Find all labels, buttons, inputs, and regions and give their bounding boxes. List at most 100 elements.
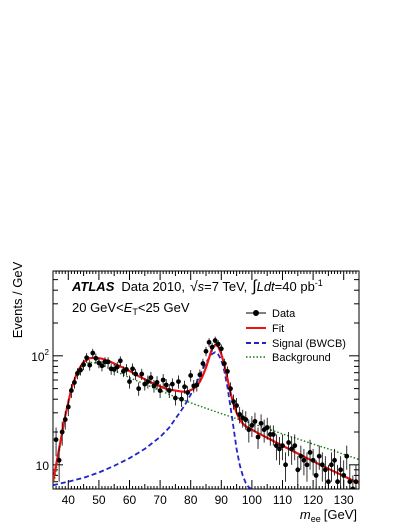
data-point [252, 419, 258, 424]
data-point [332, 457, 337, 463]
data-point [99, 363, 105, 369]
s-label: s [198, 279, 205, 294]
legend-entry-background: Background [246, 352, 331, 364]
data-point [133, 371, 139, 377]
x-tick-label: 40 [62, 493, 76, 507]
x-tick-label: 80 [184, 493, 198, 507]
et-range-label: 20 GeV<ET<25 GeV [72, 300, 190, 317]
data-point [62, 417, 68, 422]
data-point [338, 467, 344, 473]
data-point [231, 399, 236, 405]
data-point [56, 457, 62, 463]
data-point [228, 386, 233, 392]
data-point [326, 479, 331, 485]
sqrt-symbol: √ [190, 278, 198, 294]
data-point [151, 383, 157, 389]
series-signal-bwcb-curve [53, 351, 255, 489]
data-point [304, 462, 310, 468]
y-tick-label: 10 [36, 459, 50, 473]
data-point [234, 403, 240, 408]
energy-label: =7 TeV, [204, 279, 247, 294]
data-point [255, 434, 261, 440]
data-point [270, 432, 276, 437]
data-point [329, 462, 334, 468]
legend-data-marker [253, 310, 259, 316]
data-point [145, 379, 151, 385]
data-point [194, 382, 200, 388]
y-tick-label: 102 [31, 348, 49, 364]
lumi-label: =40 pb [275, 279, 315, 294]
data-point [292, 443, 298, 449]
data-point [90, 350, 96, 356]
et-sub: T [132, 307, 138, 317]
data-point [59, 429, 65, 435]
lumi-exponent: -1 [315, 278, 323, 288]
data-point [200, 361, 206, 366]
data-point [295, 467, 301, 473]
et-range-suffix: <25 GeV [138, 300, 190, 315]
data-point [203, 348, 209, 354]
data-point [225, 368, 230, 374]
data-point [53, 437, 59, 443]
data-point [139, 371, 145, 377]
data-point [243, 417, 249, 422]
data-point [188, 373, 194, 378]
data-point [289, 446, 295, 452]
et-range-prefix: 20 GeV< [72, 300, 124, 315]
data-point [179, 396, 184, 402]
atlas-label: ATLAS [71, 279, 115, 294]
legend-entry-data: Data [246, 308, 296, 320]
x-tick-label: 100 [242, 493, 262, 507]
legend-background-label: Background [272, 352, 331, 364]
legend-data-label: Data [272, 308, 296, 320]
data-point [301, 457, 307, 463]
x-tick-label: 120 [303, 493, 323, 507]
x-tick-label: 50 [92, 493, 106, 507]
data-point [154, 380, 160, 385]
data-point [347, 479, 353, 485]
data-point [322, 467, 328, 473]
x-tick-label: 70 [153, 493, 167, 507]
data-point [185, 390, 191, 395]
data-point [169, 381, 175, 387]
et-var: E [124, 300, 133, 315]
legend: Data Fit Signal (BWCB) Background [246, 308, 346, 364]
data-point [124, 367, 129, 372]
data-point [84, 355, 90, 361]
x-axis-title-sub: ee [311, 514, 321, 524]
data-point [221, 361, 227, 366]
data-point [298, 453, 304, 459]
data-point [176, 379, 181, 385]
data-point [65, 404, 71, 410]
legend-entry-fit: Fit [246, 323, 284, 335]
data-point [78, 367, 83, 373]
ldt-label: Ldt [257, 279, 276, 294]
data-points-layer [53, 336, 359, 489]
data-point [218, 346, 224, 352]
data-point [283, 462, 288, 468]
data-point [136, 386, 142, 392]
x-tick-label: 110 [273, 493, 292, 507]
x-tick-label: 130 [334, 493, 354, 507]
data-point [148, 375, 154, 381]
data-point [68, 388, 74, 393]
data-point [353, 479, 359, 485]
data-year-label: Data 2010, [121, 279, 185, 294]
data-point [310, 457, 316, 463]
data-point [81, 362, 86, 368]
atlas-label-line: ATLAS Data 2010, √s=7 TeV, ∫Ldt=40 pb-1 [71, 278, 323, 295]
data-point [319, 462, 325, 468]
data-point [237, 412, 243, 417]
data-point [341, 472, 347, 478]
data-point [277, 446, 282, 452]
data-point [209, 344, 215, 350]
legend-entry-signal: Signal (BWCB) [246, 338, 346, 350]
data-point [286, 440, 292, 445]
series-background-curve [53, 361, 359, 489]
data-point [87, 362, 93, 368]
data-point [335, 479, 340, 485]
data-point [313, 472, 319, 478]
data-point [173, 395, 178, 401]
data-point [130, 366, 135, 372]
